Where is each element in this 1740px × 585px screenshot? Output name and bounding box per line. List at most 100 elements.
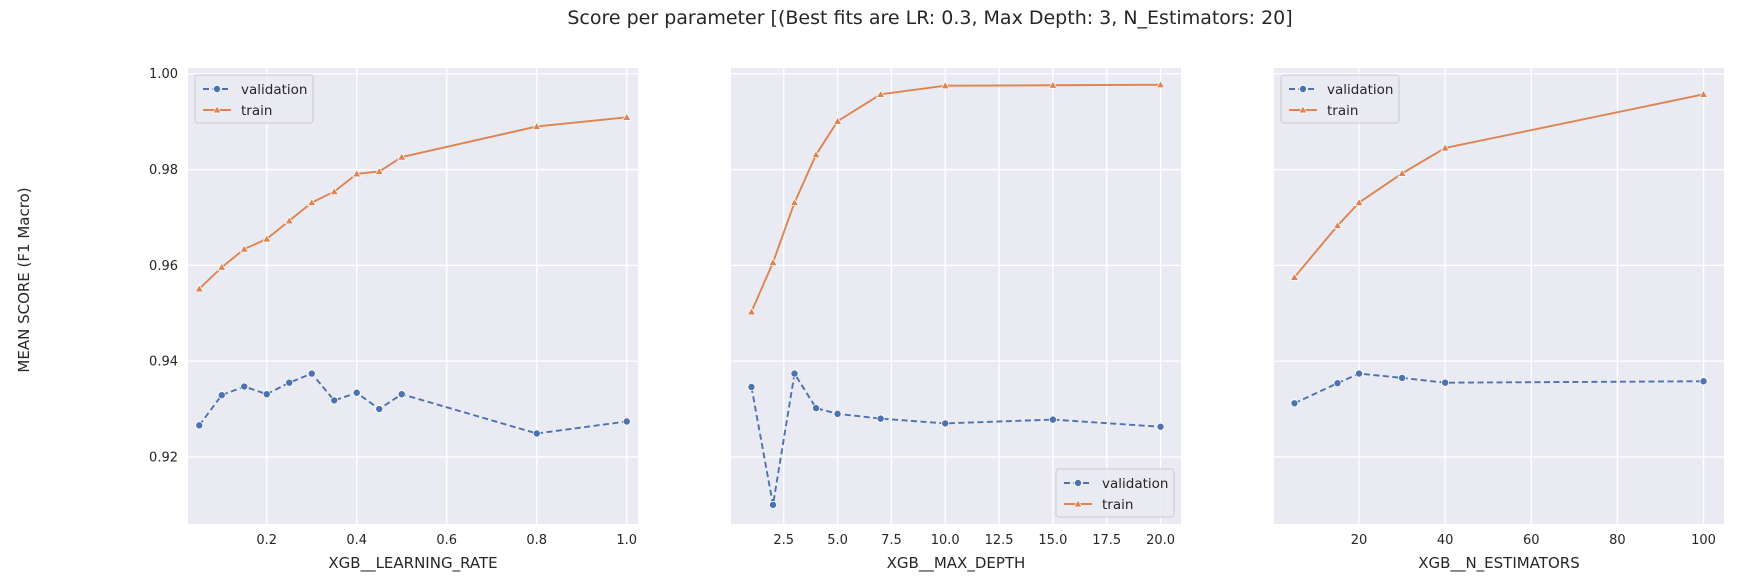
y-tick-label: 0.98 — [149, 163, 178, 178]
legend-box — [1280, 74, 1400, 124]
data-point-validation — [217, 391, 226, 400]
data-point-train — [329, 186, 339, 195]
data-point-train — [789, 197, 800, 206]
plot-area — [1274, 68, 1724, 524]
data-point-validation — [397, 390, 406, 399]
subplot-2: 2.5 5.0 7.5 10.0 12.5 15.0 17.5 20.0 XGB__MAX_DE… — [731, 68, 1181, 573]
data-point-train — [811, 149, 821, 159]
x-tick-label: 100 — [1691, 533, 1716, 548]
subplot-1: 0.2 0.4 0.6 0.8 1.0 0.92 0.94 0.96 0.98 1.00 XGB__… — [149, 67, 638, 573]
data-point-train — [374, 166, 384, 175]
subplot-3: 20 40 60 80 100 XGB__N_ESTIMATORS validation tr… — [1274, 68, 1724, 573]
y-tick-label: 0.96 — [149, 259, 178, 274]
data-point-train — [1048, 80, 1058, 89]
series-line-validation — [1294, 372, 1704, 405]
data-point-validation — [1355, 369, 1364, 378]
legend-marker-validation — [1074, 478, 1083, 487]
data-point-validation — [876, 414, 885, 423]
data-point-train — [1332, 220, 1343, 229]
data-point-train — [532, 121, 542, 130]
legend-label-validation: validation — [1327, 82, 1393, 98]
x-tick-label: 7.5 — [881, 533, 902, 548]
data-point-train — [832, 116, 843, 125]
y-tick-label: 0.94 — [149, 355, 178, 370]
x-tick-label: 5.0 — [827, 533, 848, 548]
x-tick-label: 17.5 — [1092, 533, 1121, 548]
x-tick-label: 10.0 — [931, 533, 960, 548]
x-tick-label: 0.4 — [346, 533, 367, 548]
legend-label-validation: validation — [241, 82, 307, 98]
data-point-train — [1155, 80, 1166, 89]
data-point-validation — [1290, 399, 1299, 408]
data-point-train — [1289, 272, 1300, 281]
x-tick-label: 0.2 — [256, 533, 277, 548]
data-point-train — [768, 257, 778, 266]
x-tick-label: 2.5 — [773, 533, 794, 548]
data-point-validation — [747, 383, 756, 392]
series-line-train — [1293, 93, 1704, 278]
data-point-train — [876, 89, 886, 98]
data-point-validation — [240, 382, 249, 391]
data-point-train — [262, 234, 272, 243]
figure-title: Score per parameter [(Best fits are LR: … — [567, 7, 1292, 29]
data-point-validation — [532, 429, 541, 438]
legend: validation train — [194, 74, 314, 124]
x-tick-label: 15.0 — [1038, 533, 1067, 548]
data-point-train — [1397, 168, 1407, 177]
x-tick-label: 60 — [1523, 533, 1540, 548]
data-point-validation — [330, 396, 339, 405]
x-tick-label: 40 — [1437, 533, 1454, 548]
data-point-train — [397, 152, 407, 161]
data-point-validation — [262, 390, 271, 399]
plot-area — [731, 68, 1181, 524]
legend-marker-validation — [212, 85, 221, 94]
plot-area — [188, 68, 638, 524]
data-point-validation — [285, 378, 294, 387]
legend-box — [1055, 468, 1175, 518]
data-point-validation — [833, 409, 842, 418]
data-point-validation — [768, 500, 777, 509]
legend-marker-validation — [1299, 85, 1308, 94]
legend-label-train: train — [241, 103, 272, 119]
legend-marker-train — [1073, 499, 1083, 508]
data-point-train — [1354, 197, 1364, 206]
x-tick-label: 1.0 — [616, 533, 637, 548]
data-point-validation — [375, 405, 384, 414]
data-point-validation — [307, 369, 316, 378]
data-point-validation — [195, 421, 204, 430]
data-point-train — [217, 262, 227, 271]
legend-label-train: train — [1102, 497, 1133, 513]
data-point-validation — [1699, 377, 1708, 386]
data-point-train — [239, 244, 249, 253]
data-point-train — [352, 169, 362, 178]
data-point-validation — [790, 369, 799, 378]
x-tick-label: 20 — [1351, 533, 1368, 548]
data-point-train — [622, 112, 632, 121]
legend: validation train — [1280, 74, 1400, 124]
data-point-train — [940, 81, 950, 90]
data-point-validation — [941, 419, 950, 428]
data-point-validation — [352, 388, 361, 397]
x-tick-label: 20.0 — [1146, 533, 1175, 548]
x-axis-label: XGB__MAX_DEPTH — [887, 554, 1026, 573]
data-point-train — [1440, 143, 1450, 152]
data-point-validation — [812, 404, 821, 413]
legend-marker-train — [1298, 105, 1308, 114]
data-point-validation — [1156, 422, 1165, 431]
series-line-validation — [198, 372, 627, 435]
data-point-validation — [1333, 379, 1342, 388]
y-tick-label: 0.92 — [149, 450, 178, 465]
x-tick-label: 80 — [1609, 533, 1626, 548]
data-point-train — [307, 197, 317, 206]
data-point-validation — [1398, 373, 1407, 382]
x-tick-label: 0.6 — [436, 533, 457, 548]
legend-box — [194, 74, 314, 124]
data-point-validation — [622, 417, 631, 426]
legend-label-train: train — [1327, 103, 1358, 119]
legend-marker-train — [212, 105, 222, 114]
legend: validation train — [1055, 468, 1175, 518]
x-axis-label: XGB__LEARNING_RATE — [328, 554, 497, 573]
y-tick-label: 1.00 — [149, 67, 178, 82]
data-point-train — [1698, 89, 1709, 98]
